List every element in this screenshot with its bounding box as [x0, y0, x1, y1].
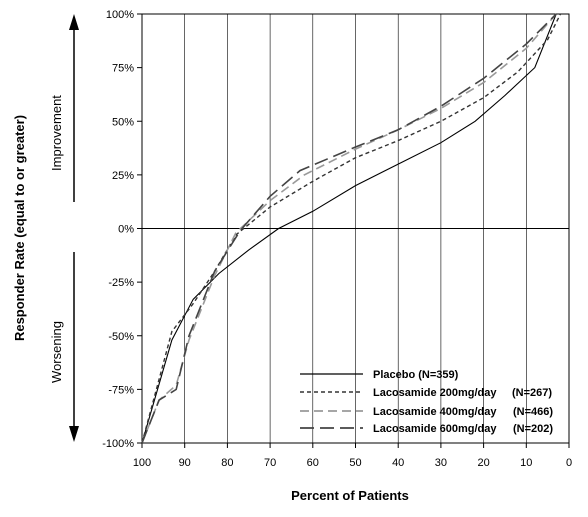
y-tick-label: 75%: [112, 63, 134, 75]
legend-n-label: (N=466): [513, 406, 553, 418]
y-axis-title: Responder Rate (equal to or greater): [12, 115, 27, 341]
legend-n-label: (N=267): [512, 387, 552, 399]
y-tick-label: 100%: [106, 9, 134, 21]
series-layer: [141, 13, 562, 444]
legend: Placebo (N=359) Lacosamide 200mg/day (N=26…: [300, 369, 553, 435]
y-tick-label: -75%: [108, 384, 134, 396]
x-tick-label: 70: [264, 457, 276, 469]
series-line-4: [141, 13, 557, 444]
y-tick-label: 25%: [112, 170, 134, 182]
x-tick-label: 10: [520, 457, 532, 469]
y-tick-label: -100%: [102, 438, 134, 450]
series-line-3: [141, 13, 557, 444]
x-tick-label: 0: [566, 457, 572, 469]
x-tick-label: 100: [133, 457, 151, 469]
y-tick-label: 50%: [112, 116, 134, 128]
legend-label: Lacosamide 400mg/day: [373, 406, 497, 418]
x-tick-label: 90: [179, 457, 191, 469]
y-axis-ticks: 100% 75% 50% 25% 0% -25% -50% -75% -100%: [102, 9, 142, 450]
x-axis-ticks: 100 90 80 70 60 50 40 30 20 10 0: [133, 443, 572, 469]
legend-n-label: (N=202): [513, 423, 553, 435]
worsening-label: Worsening: [49, 321, 64, 383]
improvement-arrow-icon: [69, 14, 79, 202]
series-line-1: [141, 13, 557, 444]
x-tick-label: 80: [221, 457, 233, 469]
improvement-label: Improvement: [49, 95, 64, 171]
worsening-arrow-icon: [69, 252, 79, 442]
x-tick-label: 30: [435, 457, 447, 469]
y-tick-label: -25%: [108, 277, 134, 289]
x-tick-label: 50: [349, 457, 361, 469]
legend-label: Lacosamide 600mg/day: [373, 423, 497, 435]
y-tick-label: -50%: [108, 331, 134, 343]
x-tick-label: 60: [307, 457, 319, 469]
x-tick-label: 20: [477, 457, 489, 469]
legend-label: Placebo (N=359): [373, 369, 459, 381]
y-tick-label: 0%: [118, 224, 134, 236]
legend-label: Lacosamide 200mg/day: [373, 387, 497, 399]
x-tick-label: 40: [392, 457, 404, 469]
series-line-2: [141, 13, 562, 444]
x-axis-title: Percent of Patients: [291, 488, 409, 503]
